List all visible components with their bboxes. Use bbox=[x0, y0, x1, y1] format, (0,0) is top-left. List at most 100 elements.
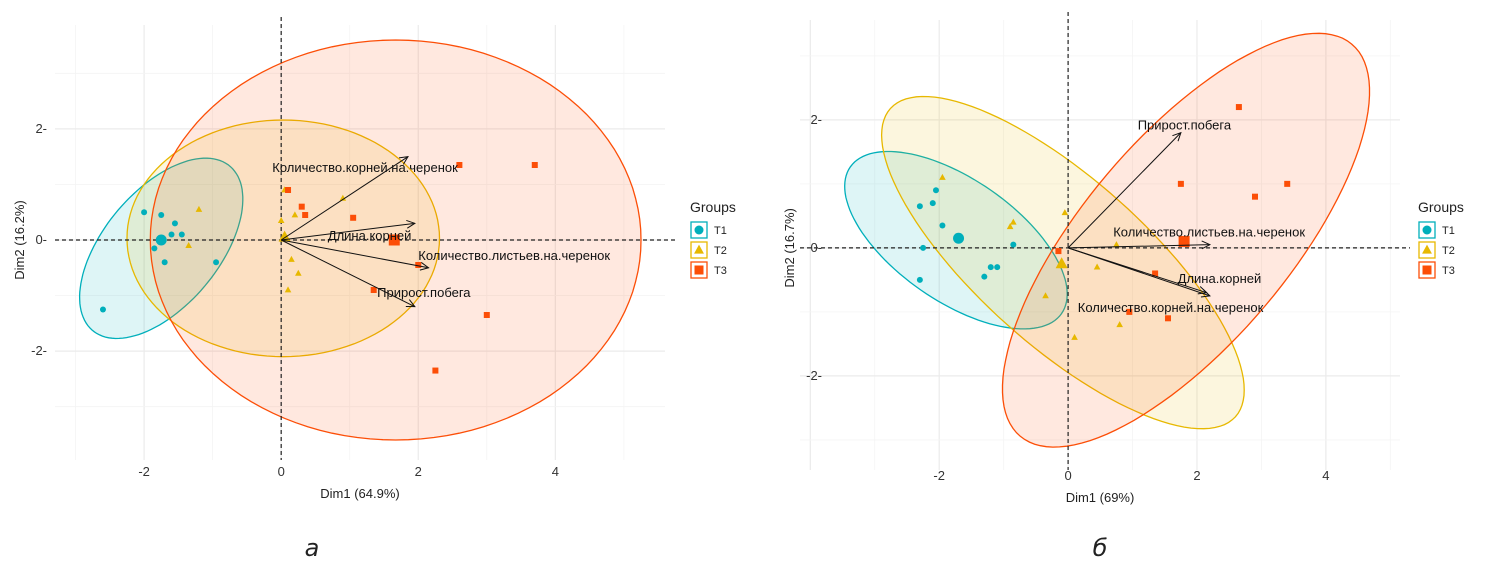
x-tick-label: 2 bbox=[1193, 468, 1200, 483]
variable-arrow bbox=[1067, 247, 1211, 297]
data-point bbox=[916, 203, 923, 210]
x-tick-label: 4 bbox=[1322, 468, 1329, 483]
data-point bbox=[1126, 308, 1133, 315]
data-point bbox=[1010, 241, 1017, 248]
x-tick-label: 0 bbox=[1064, 468, 1071, 483]
data-point bbox=[415, 262, 422, 268]
data-point bbox=[277, 216, 285, 223]
group-centroid bbox=[953, 232, 965, 244]
data-point bbox=[370, 287, 377, 293]
data-point bbox=[284, 286, 292, 293]
variable-label: Количество.листьев.на.черенок bbox=[418, 248, 610, 263]
data-point bbox=[939, 222, 946, 229]
variable-arrow bbox=[280, 239, 416, 308]
variable-arrow bbox=[280, 156, 409, 241]
arrow-head bbox=[405, 299, 416, 308]
data-point bbox=[432, 367, 439, 374]
data-point bbox=[1061, 209, 1069, 216]
legend-title: Groups bbox=[690, 199, 736, 215]
legend-entry: T1 bbox=[1442, 225, 1455, 237]
panel-caption: б bbox=[1093, 534, 1108, 562]
group-centroid bbox=[1178, 235, 1190, 247]
variable-arrow bbox=[1068, 244, 1210, 249]
legend-triangle-icon bbox=[694, 244, 704, 254]
data-point bbox=[291, 211, 299, 218]
variable-arrow bbox=[281, 222, 415, 241]
y-tick-label: 2- bbox=[35, 121, 47, 136]
data-point bbox=[1284, 180, 1291, 187]
x-tick-label: 0 bbox=[278, 464, 285, 479]
arrow-head bbox=[406, 219, 416, 229]
data-point bbox=[298, 203, 305, 210]
data-point bbox=[456, 162, 463, 168]
arrow-head bbox=[1200, 289, 1211, 298]
y-axis-label: Dim2 (16.2%) bbox=[12, 200, 27, 279]
data-point bbox=[158, 212, 165, 218]
variable-label: Количество.корней.на.черенок bbox=[1078, 300, 1264, 315]
y-tick-label: -2- bbox=[31, 343, 47, 358]
variable-label: Прирост.побега bbox=[377, 285, 471, 300]
data-point bbox=[339, 194, 347, 201]
data-point bbox=[1235, 104, 1242, 111]
arrow-head bbox=[1201, 240, 1212, 250]
data-point bbox=[987, 264, 994, 271]
data-point bbox=[171, 220, 178, 227]
data-point bbox=[178, 231, 185, 238]
data-point bbox=[1152, 270, 1159, 277]
panel-caption: а bbox=[305, 534, 320, 562]
data-point bbox=[916, 276, 923, 283]
series-t3 bbox=[285, 162, 538, 374]
data-point bbox=[141, 209, 148, 216]
data-point bbox=[168, 231, 175, 238]
arrow-head bbox=[398, 156, 409, 165]
group-centroid bbox=[1055, 257, 1068, 269]
variable-label: Количество.корней.на.черенок bbox=[272, 160, 458, 175]
data-point bbox=[1055, 248, 1062, 255]
data-point bbox=[295, 269, 302, 276]
data-point bbox=[285, 187, 292, 193]
legend-square-icon bbox=[1422, 265, 1432, 275]
data-point bbox=[1042, 292, 1049, 299]
legend-entry: T2 bbox=[714, 245, 727, 257]
data-point bbox=[1251, 193, 1258, 200]
series-t1 bbox=[99, 209, 220, 313]
data-point bbox=[531, 162, 538, 168]
arrow-head bbox=[419, 262, 430, 271]
series-t2 bbox=[939, 173, 1123, 340]
series-t1 bbox=[916, 187, 1017, 283]
data-point bbox=[288, 255, 295, 262]
data-point bbox=[1116, 321, 1123, 328]
y-tick-label: 2- bbox=[810, 112, 822, 127]
data-point bbox=[1177, 180, 1184, 187]
data-point bbox=[920, 244, 927, 251]
legend-circle-icon bbox=[694, 225, 704, 235]
variable-label: Количество.листьев.на.черенок bbox=[1113, 224, 1305, 239]
x-tick-label: -2 bbox=[138, 464, 150, 479]
data-point bbox=[1164, 315, 1171, 322]
x-tick-label: -2 bbox=[933, 468, 945, 483]
legend-entry: T3 bbox=[1442, 265, 1455, 277]
data-point bbox=[99, 306, 106, 313]
data-point bbox=[350, 214, 357, 221]
group-centroid bbox=[388, 234, 400, 246]
variable-arrow bbox=[1067, 132, 1182, 249]
data-point bbox=[1071, 333, 1078, 340]
legend-circle-icon bbox=[1422, 225, 1432, 235]
data-point bbox=[939, 173, 946, 180]
variable-arrow bbox=[281, 239, 429, 269]
data-point bbox=[1093, 263, 1101, 270]
arrow-head bbox=[1172, 131, 1182, 142]
data-point bbox=[929, 200, 936, 207]
variable-label: Длина.корней bbox=[1178, 271, 1262, 286]
legend-square-icon bbox=[694, 265, 704, 275]
biplot-panel-2: Прирост.побега Количество.листьев.на.чере… bbox=[782, 12, 1464, 562]
data-point bbox=[932, 187, 939, 194]
data-point bbox=[185, 241, 192, 248]
legend-title: Groups bbox=[1418, 199, 1464, 215]
x-axis-label: Dim1 (69%) bbox=[1066, 490, 1135, 505]
data-point bbox=[213, 259, 220, 266]
legend: Groups T1 T2 T3 bbox=[690, 199, 736, 279]
data-point bbox=[1113, 241, 1120, 248]
legend-entry: T3 bbox=[714, 265, 727, 277]
